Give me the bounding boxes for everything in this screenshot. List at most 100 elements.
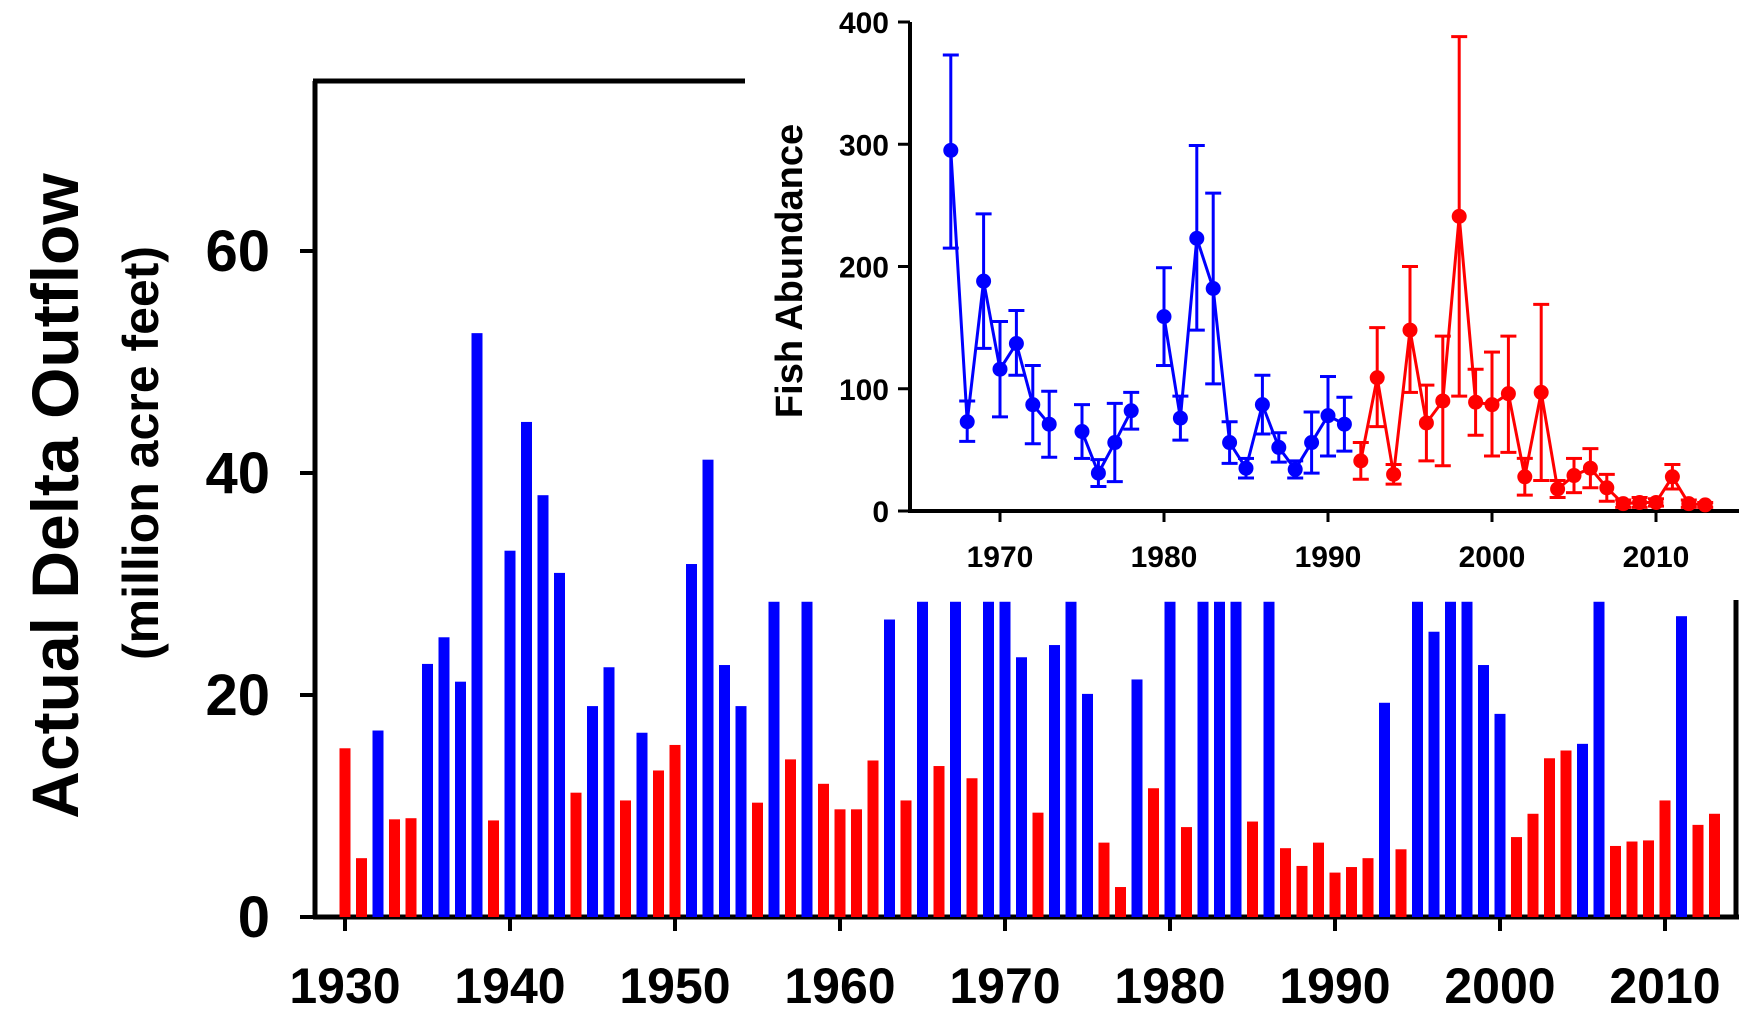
bar-1964 [900, 800, 912, 917]
main-x-tick-label: 1940 [454, 958, 565, 1011]
bar-1945 [587, 706, 598, 917]
bar-1943 [554, 572, 565, 917]
point-2000 [1484, 397, 1500, 413]
main-y-axis-title: Actual Delta Outflow [18, 173, 92, 819]
point-1984 [1222, 435, 1238, 451]
bar-1936 [438, 637, 450, 917]
point-2007 [1599, 480, 1615, 496]
main-x-ticks: 1930 1940 1950 1960 1970 1980 1990 2000 2010 [289, 917, 1721, 1011]
point-1987 [1271, 439, 1287, 455]
bar-1939 [488, 820, 499, 917]
inset-y-tick-label: 400 [839, 7, 889, 40]
bar-1985 [1247, 821, 1258, 917]
bar-1976 [1098, 842, 1110, 917]
bar-1993 [1379, 702, 1390, 917]
point-1968 [959, 414, 975, 430]
point-1986 [1254, 397, 1270, 413]
point-1996 [1418, 415, 1434, 431]
bar-2008 [1626, 841, 1638, 917]
bar-1933 [389, 819, 400, 917]
bar-1970 [999, 601, 1011, 917]
bar-1938 [471, 333, 483, 917]
bar-1983 [1214, 601, 1225, 917]
bar-2000 [1494, 713, 1506, 917]
main-y-ticks: 0 20 40 60 [205, 219, 315, 950]
inset-y-axis-title: Fish Abundance [769, 124, 811, 418]
point-1990 [1320, 408, 1336, 424]
point-2005 [1566, 468, 1582, 484]
inset-y-tick-label: 200 [839, 252, 889, 285]
point-2013 [1697, 497, 1713, 513]
bar-1954 [735, 706, 747, 917]
bar-1979 [1148, 788, 1159, 917]
bar-2013 [1709, 813, 1720, 917]
point-1999 [1468, 394, 1484, 410]
main-y-axis-units: (million acre feet) [113, 246, 169, 660]
bar-1940 [504, 550, 516, 917]
bar-1960 [834, 809, 846, 917]
point-1982 [1189, 230, 1205, 246]
bar-1941 [521, 421, 532, 917]
bar-1966 [933, 766, 945, 917]
bar-1998 [1461, 601, 1473, 917]
inset-segment-0 [942, 53, 1058, 459]
point-1991 [1336, 416, 1352, 432]
point-1994 [1386, 466, 1402, 482]
point-2010 [1648, 494, 1664, 510]
bar-1972 [1032, 812, 1044, 917]
bar-1982 [1197, 601, 1209, 917]
main-y-tick-label: 20 [205, 663, 270, 728]
bar-1952 [702, 459, 714, 917]
point-2003 [1533, 384, 1549, 400]
main-bars [339, 333, 1720, 917]
main-x-tick-label: 1980 [1114, 958, 1225, 1011]
bar-2001 [1511, 837, 1522, 917]
point-2004 [1550, 481, 1566, 497]
bar-2012 [1692, 824, 1704, 917]
bar-2006 [1593, 601, 1605, 917]
point-1988 [1287, 461, 1303, 477]
inset-x-tick-label: 1990 [1295, 541, 1362, 574]
inset-y-tick-label: 0 [872, 496, 889, 529]
point-1981 [1172, 410, 1188, 426]
main-x-tick-label: 1990 [1279, 958, 1390, 1011]
main-x-tick-label: 1930 [289, 958, 400, 1011]
bar-2011 [1676, 616, 1687, 917]
bar-1971 [1016, 657, 1027, 917]
point-1985 [1238, 460, 1254, 476]
bar-1995 [1412, 601, 1423, 917]
inset-series-line [1080, 410, 1133, 477]
bar-1959 [818, 783, 829, 917]
bar-1990 [1329, 872, 1341, 917]
bar-1946 [603, 667, 615, 917]
bar-1932 [372, 730, 384, 917]
point-1977 [1107, 435, 1123, 451]
point-2002 [1517, 469, 1533, 485]
bar-1930 [339, 748, 351, 917]
point-1978 [1123, 403, 1139, 419]
bar-1935 [422, 663, 433, 917]
bar-2002 [1527, 813, 1539, 917]
bar-1962 [867, 760, 879, 917]
bar-1997 [1445, 601, 1456, 917]
bar-1981 [1181, 827, 1192, 917]
point-1976 [1090, 465, 1106, 481]
inset-y-ticks: 0 100 200 300 400 [839, 7, 910, 529]
bar-1937 [455, 681, 466, 917]
main-y-tick-label: 40 [205, 441, 270, 506]
inset-segment-1 [1074, 390, 1140, 489]
inset-series-line [1359, 216, 1706, 507]
point-1995 [1402, 322, 1418, 338]
bar-1999 [1478, 665, 1489, 917]
point-2001 [1500, 386, 1516, 402]
inset-x-tick-label: 1970 [967, 541, 1034, 574]
point-1993 [1369, 370, 1385, 386]
inset-chart: Fish Abundance 0 100 200 300 400 1970 1980 199… [745, 0, 1739, 600]
bar-1949 [653, 770, 664, 917]
inset-y-tick-label: 300 [839, 129, 889, 162]
bar-1992 [1362, 858, 1374, 917]
bar-1973 [1049, 645, 1060, 917]
main-x-tick-label: 2000 [1444, 958, 1555, 1011]
bar-1991 [1346, 867, 1357, 917]
